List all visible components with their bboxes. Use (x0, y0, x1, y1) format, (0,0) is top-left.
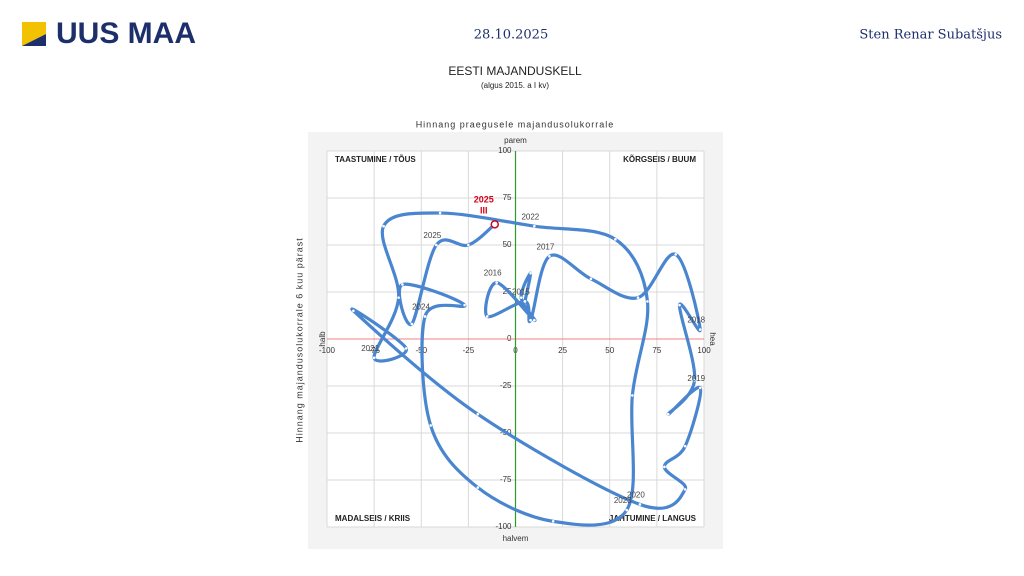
point (485, 315, 489, 318)
logo: UUS MAA (22, 17, 196, 50)
point (674, 253, 678, 256)
point (382, 224, 385, 228)
quadrant-label: TAASTUMINE / TÕUS (335, 155, 416, 164)
point (463, 303, 466, 307)
x-axis-label: Hinnang praegusele majandusolukorrale (416, 119, 615, 129)
point (614, 238, 617, 241)
point (438, 211, 442, 215)
point (698, 386, 702, 390)
axis-end-label: halb (318, 331, 327, 347)
point (678, 303, 681, 307)
point-label: 2022 (521, 212, 539, 221)
point (589, 277, 593, 281)
point (495, 281, 498, 284)
plot: -100-75-50-250255075100-100-75-50-250255… (318, 136, 717, 543)
y-tick-label: -25 (500, 381, 512, 390)
point (519, 296, 523, 299)
point (548, 254, 551, 258)
point (476, 486, 480, 489)
logo-text: UUS MAA (56, 17, 196, 50)
point (467, 243, 470, 247)
point (683, 488, 687, 491)
y-tick-label: 75 (503, 193, 512, 202)
author: Sten Renar Subatšjus (859, 28, 1002, 43)
point (666, 412, 670, 416)
point-label: 2016 (484, 269, 502, 278)
point (410, 322, 414, 326)
x-tick-label: 50 (605, 346, 614, 355)
x-tick-label: -75 (368, 346, 380, 355)
point-label: 2017 (537, 242, 555, 251)
point (683, 444, 687, 448)
point-label: 2025 (423, 231, 441, 240)
date: 28.10.2025 (474, 28, 548, 43)
x-tick-label: 75 (652, 346, 661, 355)
x-tick-label: 25 (558, 346, 567, 355)
y-tick-label: -75 (500, 475, 512, 484)
point (533, 224, 536, 228)
point (397, 296, 400, 299)
point (476, 412, 480, 416)
point (529, 271, 532, 275)
axis-end-label: halvem (503, 534, 529, 543)
x-tick-label: -25 (463, 346, 475, 355)
point (698, 328, 702, 331)
point (372, 356, 376, 360)
point (646, 300, 649, 303)
point-label: 2024 (412, 303, 430, 312)
y-tick-label: 100 (498, 146, 512, 155)
logo-mark (22, 34, 46, 46)
last-point-label: 2025 (474, 195, 494, 205)
point (523, 300, 527, 303)
last-point (490, 220, 500, 229)
point (663, 465, 666, 469)
y-axis-label: Hinnang majandusolukorrale 6 kuu pärast (294, 237, 304, 443)
point-label: 2020 (627, 491, 645, 500)
point-label: 2019 (687, 374, 705, 383)
point (529, 318, 532, 322)
quadrant-label: JAHTUMINE / LANGUS (609, 514, 697, 523)
logo-mark (22, 22, 46, 46)
point (631, 394, 634, 397)
chart-title: EESTI MAJANDUSKELL (448, 64, 582, 78)
point-label: 2018 (687, 316, 705, 325)
point (404, 347, 408, 350)
y-tick-label: -100 (495, 522, 512, 531)
axis-end-label: parem (504, 136, 527, 145)
y-tick-label: 50 (503, 240, 512, 249)
point (352, 309, 355, 313)
point (533, 318, 536, 322)
axis-end-label: hea (708, 332, 717, 346)
point (429, 424, 432, 427)
point (423, 315, 427, 318)
point (625, 508, 629, 512)
x-tick-label: -100 (319, 346, 336, 355)
point (693, 379, 696, 382)
point (435, 243, 438, 247)
quadrant-label: KÕRGSEIS / BUUM (623, 155, 696, 164)
quadrant-label: MADALSEIS / KRIIS (335, 514, 411, 523)
last-point-label: III (480, 206, 488, 216)
chart-subtitle: (algus 2015. a I kv) (481, 81, 549, 90)
point (401, 283, 404, 286)
point (551, 520, 555, 523)
x-tick-label: 100 (697, 346, 711, 355)
point-label: 2015 (512, 288, 530, 297)
point-label: 2021 (361, 344, 379, 353)
point (636, 296, 640, 299)
point-label: 2023 (614, 496, 632, 505)
point (638, 503, 642, 506)
